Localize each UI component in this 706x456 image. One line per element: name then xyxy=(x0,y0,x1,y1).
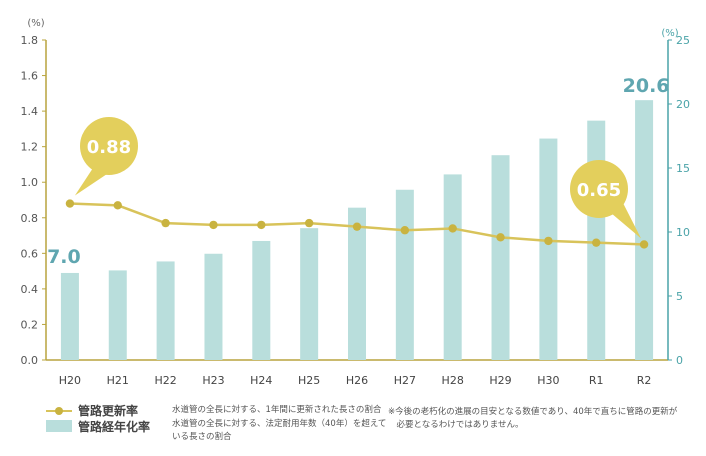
line-point xyxy=(544,236,553,246)
line-point xyxy=(592,238,601,247)
line-point xyxy=(113,201,122,210)
x-tick-label: H24 xyxy=(250,374,272,387)
footnote: ※今後の老朽化の進展の目安となる数値であり、40年で直ちに管路の更新が 必要とな… xyxy=(388,406,688,432)
left-tick-label: 0.8 xyxy=(21,212,39,225)
right-tick-label: 20 xyxy=(676,98,690,111)
legend: 管路更新率 水道管の全長に対する、1年間に更新された長さの割合 管路経年化率 水… xyxy=(0,396,706,456)
x-tick-label: H29 xyxy=(489,374,511,387)
footnote-2: 必要となるわけではありません。 xyxy=(388,420,524,430)
x-tick-label: R1 xyxy=(589,374,604,387)
legend-bar-swatch xyxy=(46,420,72,432)
left-tick-label: 1.6 xyxy=(21,70,39,83)
left-axis-unit: (%) xyxy=(27,18,44,29)
chart: 0.0 0.2 0.4 0.6 0.8 1.0 1.2 1.4 1.6 1.8 (%) 0 5 10 15 2… xyxy=(21,18,691,387)
line-last-callout-label: 0.65 xyxy=(577,180,621,201)
left-tick-label: 0.6 xyxy=(21,247,39,260)
bar xyxy=(60,272,79,360)
legend-bar-name: 管路経年化率 xyxy=(78,420,151,434)
legend-line-desc-1: 水道管の全長に対する、1年間に更新された長さの割合 xyxy=(172,405,382,415)
right-tick-label: 5 xyxy=(676,290,683,303)
legend-line-swatch xyxy=(46,406,72,416)
right-tick-label: 25 xyxy=(676,34,690,47)
bar xyxy=(348,207,366,360)
line-last-callout-bubble xyxy=(570,160,628,218)
line-point xyxy=(65,199,75,208)
line-first-callout-label: 0.88 xyxy=(87,137,131,158)
left-tick-label: 1.0 xyxy=(21,176,39,189)
x-tick-label: H20 xyxy=(59,374,81,387)
line-point xyxy=(496,233,505,242)
x-tick-label: H21 xyxy=(107,374,129,387)
right-tick-label: 10 xyxy=(676,226,690,239)
line-point xyxy=(400,226,410,235)
x-tick-label: H26 xyxy=(346,374,368,387)
bar-first-label: 7.0 xyxy=(47,246,81,268)
footnote-1: ※今後の老朽化の進展の目安となる数値であり、40年で直ちに管路の更新が xyxy=(388,407,678,417)
legend-bar-desc-2: いる長さの割合 xyxy=(172,432,232,442)
line-point xyxy=(257,220,266,230)
line-first-callout-bubble xyxy=(80,117,138,175)
line-point xyxy=(448,224,457,233)
legend-bar-desc: 水道管の全長に対する、法定耐用年数（40年）を超えて いる長さの割合 xyxy=(172,418,386,444)
x-tick-label: R2 xyxy=(637,374,652,387)
bar xyxy=(443,174,462,360)
left-tick-label: 1.8 xyxy=(21,34,39,47)
legend-bar-desc-1: 水道管の全長に対する、法定耐用年数（40年）を超えて xyxy=(172,419,387,429)
line-point xyxy=(304,218,314,228)
x-tick-label: H30 xyxy=(537,374,559,387)
line-point xyxy=(352,222,362,231)
left-tick-label: 0.2 xyxy=(21,318,39,331)
bar-last-label: 20.6 xyxy=(623,75,670,97)
line-last-callout-pointer xyxy=(611,203,642,239)
legend-line-name: 管路更新率 xyxy=(78,404,139,418)
left-tick-label: 0.0 xyxy=(21,354,39,367)
left-tick-label: 0.4 xyxy=(21,283,39,296)
bar xyxy=(491,155,510,360)
left-tick-label: 1.4 xyxy=(21,105,39,118)
line-point xyxy=(209,220,218,230)
bar xyxy=(300,228,319,360)
left-tick-label: 1.2 xyxy=(21,141,39,154)
line-point xyxy=(639,240,649,249)
line-point xyxy=(161,218,170,228)
bar xyxy=(204,253,223,360)
x-tick-label: H27 xyxy=(394,374,416,387)
bar xyxy=(156,261,175,360)
right-tick-label: 15 xyxy=(676,162,690,175)
x-tick-label: H28 xyxy=(442,374,464,387)
x-tick-label: H25 xyxy=(298,374,320,387)
bar xyxy=(539,138,558,360)
right-axis-unit: (%) xyxy=(661,28,678,39)
line-first-callout-pointer xyxy=(74,168,107,196)
x-tick-label: H23 xyxy=(202,374,224,387)
x-tick-label: H22 xyxy=(154,374,176,387)
right-tick-label: 0 xyxy=(676,354,683,367)
bar xyxy=(635,100,654,360)
bar xyxy=(252,240,271,360)
bar xyxy=(395,189,414,360)
legend-line-desc: 水道管の全長に対する、1年間に更新された長さの割合 xyxy=(172,404,381,417)
legend-bar-entry: 管路経年化率 水道管の全長に対する、法定耐用年数（40年）を超えて いる長さの割… xyxy=(46,418,386,444)
bar xyxy=(108,270,127,360)
legend-line-entry: 管路更新率 水道管の全長に対する、1年間に更新された長さの割合 xyxy=(46,402,381,419)
